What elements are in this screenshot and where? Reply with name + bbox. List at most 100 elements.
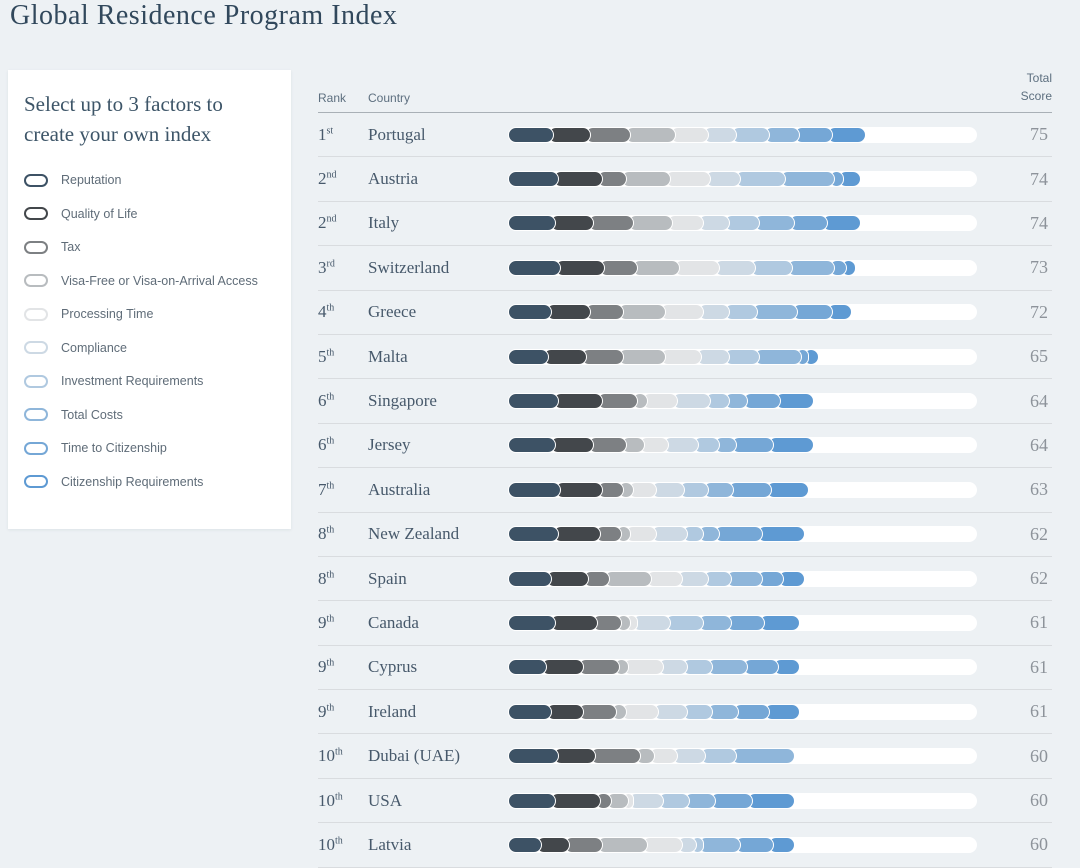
factor-option-citizenship-requirements[interactable]: Citizenship Requirements bbox=[8, 465, 291, 499]
bar-segment bbox=[590, 748, 641, 765]
bar-segment bbox=[707, 659, 749, 676]
country-cell: Greece bbox=[368, 302, 417, 322]
factor-option-quality-of-life[interactable]: Quality of Life bbox=[8, 197, 291, 231]
bar-segment bbox=[597, 393, 639, 410]
table-row[interactable]: 9th Canada 61 bbox=[318, 601, 1052, 646]
bar-segment bbox=[604, 570, 653, 587]
country-cell: Singapore bbox=[368, 391, 437, 411]
factor-toggle-pill[interactable] bbox=[24, 240, 48, 254]
table-row[interactable]: 5th Malta 65 bbox=[318, 335, 1052, 380]
rank-cell: 9th bbox=[318, 657, 335, 677]
total-score-cell: 60 bbox=[1030, 790, 1048, 811]
total-score-cell: 62 bbox=[1030, 568, 1048, 589]
bar-segment bbox=[751, 304, 798, 321]
factor-toggle-pill[interactable] bbox=[24, 274, 48, 288]
bar-segment bbox=[543, 348, 587, 365]
rank-cell: 8th bbox=[318, 568, 335, 588]
factor-toggle-pill[interactable] bbox=[24, 341, 48, 355]
score-bar bbox=[508, 481, 977, 498]
factor-option-visa-free-or-visa-on-arrival-access[interactable]: Visa-Free or Visa-on-Arrival Access bbox=[8, 264, 291, 298]
factor-option-label: Quality of Life bbox=[61, 206, 138, 221]
table-row[interactable]: 6th Singapore 64 bbox=[318, 379, 1052, 424]
bar-segment bbox=[730, 748, 796, 765]
factor-toggle-pill[interactable] bbox=[24, 408, 48, 422]
factor-toggle-pill[interactable] bbox=[24, 173, 48, 187]
rank-cell: 5th bbox=[318, 346, 335, 366]
bar-segment bbox=[508, 437, 557, 454]
factor-option-tax[interactable]: Tax bbox=[8, 231, 291, 265]
total-score-cell: 61 bbox=[1030, 701, 1048, 722]
country-cell: Dubai (UAE) bbox=[368, 746, 461, 766]
score-bar bbox=[508, 570, 977, 587]
rank-cell: 8th bbox=[318, 524, 335, 544]
country-cell: New Zealand bbox=[368, 524, 460, 544]
rank-cell: 10th bbox=[318, 746, 343, 766]
total-score-cell: 61 bbox=[1030, 656, 1048, 677]
bar-segment bbox=[585, 126, 632, 143]
table-row[interactable]: 2nd Italy 74 bbox=[318, 202, 1052, 247]
table-row[interactable]: 4th Greece 72 bbox=[318, 291, 1052, 335]
bar-segment bbox=[641, 836, 683, 853]
country-cell: Jersey bbox=[368, 435, 411, 455]
factor-toggle-pill[interactable] bbox=[24, 374, 48, 388]
rank-cell: 10th bbox=[318, 834, 343, 854]
country-cell: Italy bbox=[368, 213, 400, 233]
rank-cell: 1st bbox=[318, 124, 334, 144]
table-row[interactable]: 1st Portugal 75 bbox=[318, 113, 1052, 158]
factor-toggle-pill[interactable] bbox=[24, 207, 48, 221]
table-row[interactable]: 10th Latvia 60 bbox=[318, 823, 1052, 868]
table-row[interactable]: 9th Ireland 61 bbox=[318, 690, 1052, 735]
country-cell: Spain bbox=[368, 568, 407, 588]
bar-segment bbox=[742, 393, 782, 410]
bar-segment bbox=[735, 171, 786, 188]
factor-option-label: Citizenship Requirements bbox=[61, 474, 204, 489]
bar-segment bbox=[735, 836, 775, 853]
factor-option-reputation[interactable]: Reputation bbox=[8, 164, 291, 198]
factor-option-investment-requirements[interactable]: Investment Requirements bbox=[8, 365, 291, 399]
total-score-cell: 74 bbox=[1030, 168, 1048, 189]
table-row[interactable]: 10th Dubai (UAE) 60 bbox=[318, 734, 1052, 779]
factor-option-label: Reputation bbox=[61, 173, 122, 188]
bar-segment bbox=[587, 215, 634, 232]
bar-segment bbox=[754, 348, 803, 365]
bar-segment bbox=[749, 259, 794, 276]
bar-segment bbox=[564, 836, 604, 853]
total-score-cell: 62 bbox=[1030, 523, 1048, 544]
bar-segment bbox=[787, 259, 836, 276]
country-cell: Portugal bbox=[368, 124, 426, 144]
bar-segment bbox=[550, 614, 599, 631]
factor-toggle-pill[interactable] bbox=[24, 307, 48, 321]
table-row[interactable]: 6th Jersey 64 bbox=[318, 424, 1052, 469]
bar-segment bbox=[660, 348, 702, 365]
bar-segment bbox=[789, 215, 829, 232]
table-row[interactable]: 10th USA 60 bbox=[318, 779, 1052, 824]
score-bar bbox=[508, 259, 977, 276]
factor-toggle-pill[interactable] bbox=[24, 441, 48, 455]
factor-option-total-costs[interactable]: Total Costs bbox=[8, 398, 291, 432]
rank-cell: 6th bbox=[318, 435, 335, 455]
bar-segment bbox=[508, 792, 557, 809]
table-row[interactable]: 7th Australia 63 bbox=[318, 468, 1052, 513]
bar-segment bbox=[714, 526, 763, 543]
bar-segment bbox=[508, 703, 552, 720]
score-bar bbox=[508, 126, 977, 143]
total-score-column-header: Total Score bbox=[1020, 71, 1052, 103]
country-cell: Latvia bbox=[368, 834, 412, 854]
table-row[interactable]: 8th New Zealand 62 bbox=[318, 513, 1052, 557]
bar-segment bbox=[552, 393, 604, 410]
rank-cell: 2nd bbox=[318, 213, 337, 233]
bar-segment bbox=[632, 614, 672, 631]
factor-option-processing-time[interactable]: Processing Time bbox=[8, 298, 291, 332]
factor-panel: Select up to 3 factors to create your ow… bbox=[8, 70, 291, 529]
factor-panel-heading: Select up to 3 factors to create your ow… bbox=[24, 92, 223, 146]
factor-toggle-pill[interactable] bbox=[24, 475, 48, 489]
table-row[interactable]: 3rd Switzerland 73 bbox=[318, 246, 1052, 291]
bar-segment bbox=[599, 259, 639, 276]
factor-option-time-to-citizenship[interactable]: Time to Citizenship bbox=[8, 432, 291, 466]
factor-option-compliance[interactable]: Compliance bbox=[8, 331, 291, 365]
bar-segment bbox=[597, 836, 648, 853]
table-row[interactable]: 8th Spain 62 bbox=[318, 557, 1052, 602]
table-row[interactable]: 2nd Austria 74 bbox=[318, 157, 1052, 202]
table-row[interactable]: 9th Cyprus 61 bbox=[318, 646, 1052, 691]
bar-segment bbox=[620, 171, 672, 188]
